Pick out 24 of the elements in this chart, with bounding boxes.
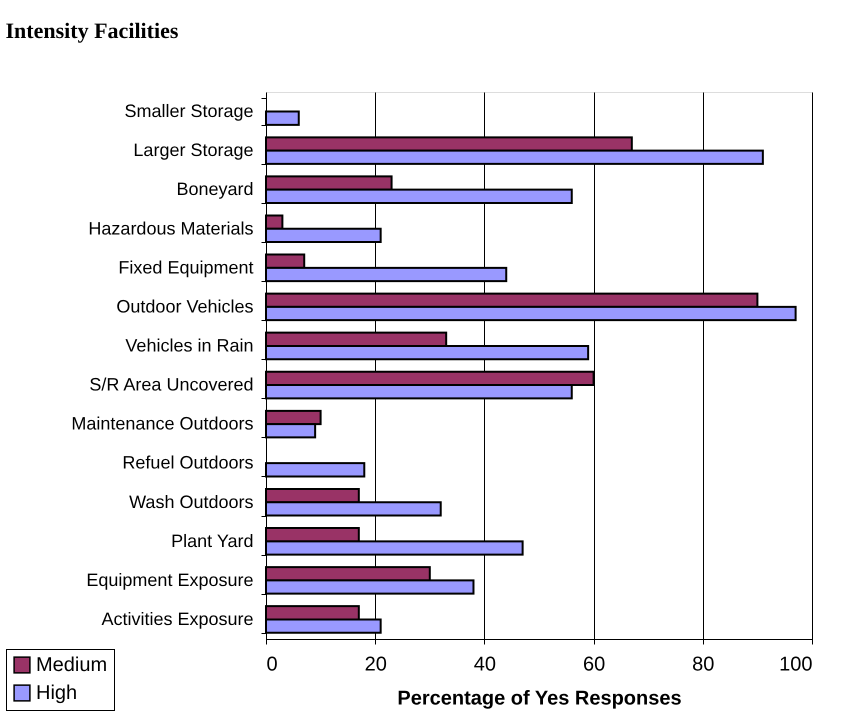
x-tick-label: 40 [474, 654, 496, 676]
x-tick-label: 100 [779, 654, 812, 676]
chart-title: Intensity Facilities [6, 18, 179, 43]
x-axis-title: Percentage of Yes Responses [397, 688, 682, 710]
x-tick-label: 0 [266, 654, 278, 676]
y-tick-label: Vehicles in Rain [125, 335, 254, 356]
y-tick-label: Larger Storage [133, 140, 254, 160]
y-tick-label: Plant Yard [171, 530, 254, 551]
x-tick-label: 20 [364, 654, 387, 676]
y-tick-label: Refuel Outdoors [122, 452, 254, 473]
y-tick-label: Boneyard [176, 179, 254, 200]
y-tick-label: Activities Exposure [101, 608, 254, 629]
legend-label: Medium [36, 654, 108, 676]
y-tick-label: Wash Outdoors [129, 492, 254, 512]
x-tick-label: 60 [582, 654, 606, 676]
y-tick-label: Fixed Equipment [118, 257, 254, 278]
y-tick-label: Smaller Storage [124, 101, 254, 122]
legend-label: High [36, 682, 78, 704]
x-tick-label: 80 [692, 654, 714, 676]
y-tick-label: Hazardous Materials [88, 218, 254, 238]
y-tick-label: S/R Area Uncovered [89, 374, 254, 395]
y-tick-label: Maintenance Outdoors [71, 414, 254, 434]
y-tick-label: Equipment Exposure [86, 570, 254, 590]
y-tick-label: Outdoor Vehicles [116, 296, 254, 316]
